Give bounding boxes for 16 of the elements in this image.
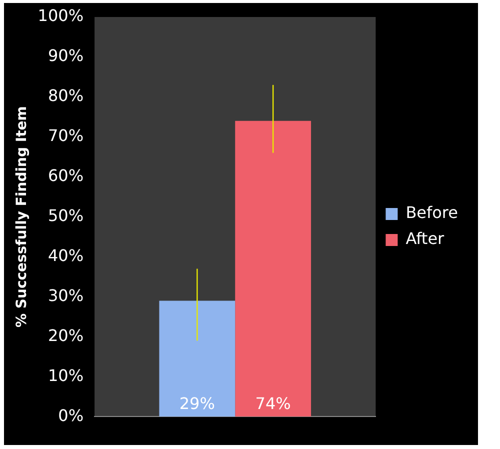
y-tick-label: 70% <box>48 126 84 146</box>
y-tick-label: 30% <box>48 286 84 305</box>
data-label: 74% <box>255 394 291 413</box>
y-tick-label: 80% <box>48 86 84 106</box>
y-tick-label: 20% <box>48 326 84 345</box>
y-tick-label: 90% <box>48 46 84 66</box>
y-tick-label: 100% <box>38 6 84 26</box>
y-tick-label: 40% <box>48 246 84 265</box>
y-tick-label: 60% <box>48 166 84 185</box>
y-tick-label: 50% <box>48 206 84 225</box>
y-tick-label: 10% <box>48 366 84 385</box>
y-axis-title: % Successfully Finding Item <box>14 106 30 328</box>
legend-label: Before <box>406 203 458 222</box>
y-tick-label: 0% <box>58 406 84 425</box>
legend-label: After <box>406 229 445 248</box>
data-label: 29% <box>179 394 215 413</box>
